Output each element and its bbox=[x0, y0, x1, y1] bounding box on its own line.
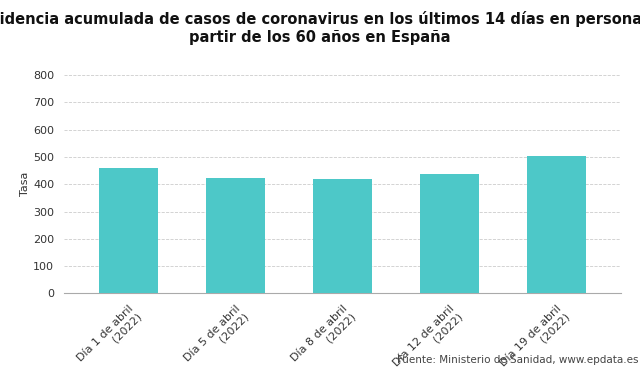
Y-axis label: Tasa: Tasa bbox=[20, 172, 30, 196]
Text: Incidencia acumulada de casos de coronavirus en los últimos 14 días en personas : Incidencia acumulada de casos de coronav… bbox=[0, 11, 640, 45]
Bar bbox=[313, 179, 372, 293]
Text: Fuente: Ministerio de Sanidad, www.epdata.es: Fuente: Ministerio de Sanidad, www.epdat… bbox=[397, 355, 638, 365]
Bar bbox=[206, 178, 265, 293]
Bar bbox=[527, 156, 586, 293]
Bar bbox=[99, 168, 157, 293]
Bar bbox=[420, 174, 479, 293]
